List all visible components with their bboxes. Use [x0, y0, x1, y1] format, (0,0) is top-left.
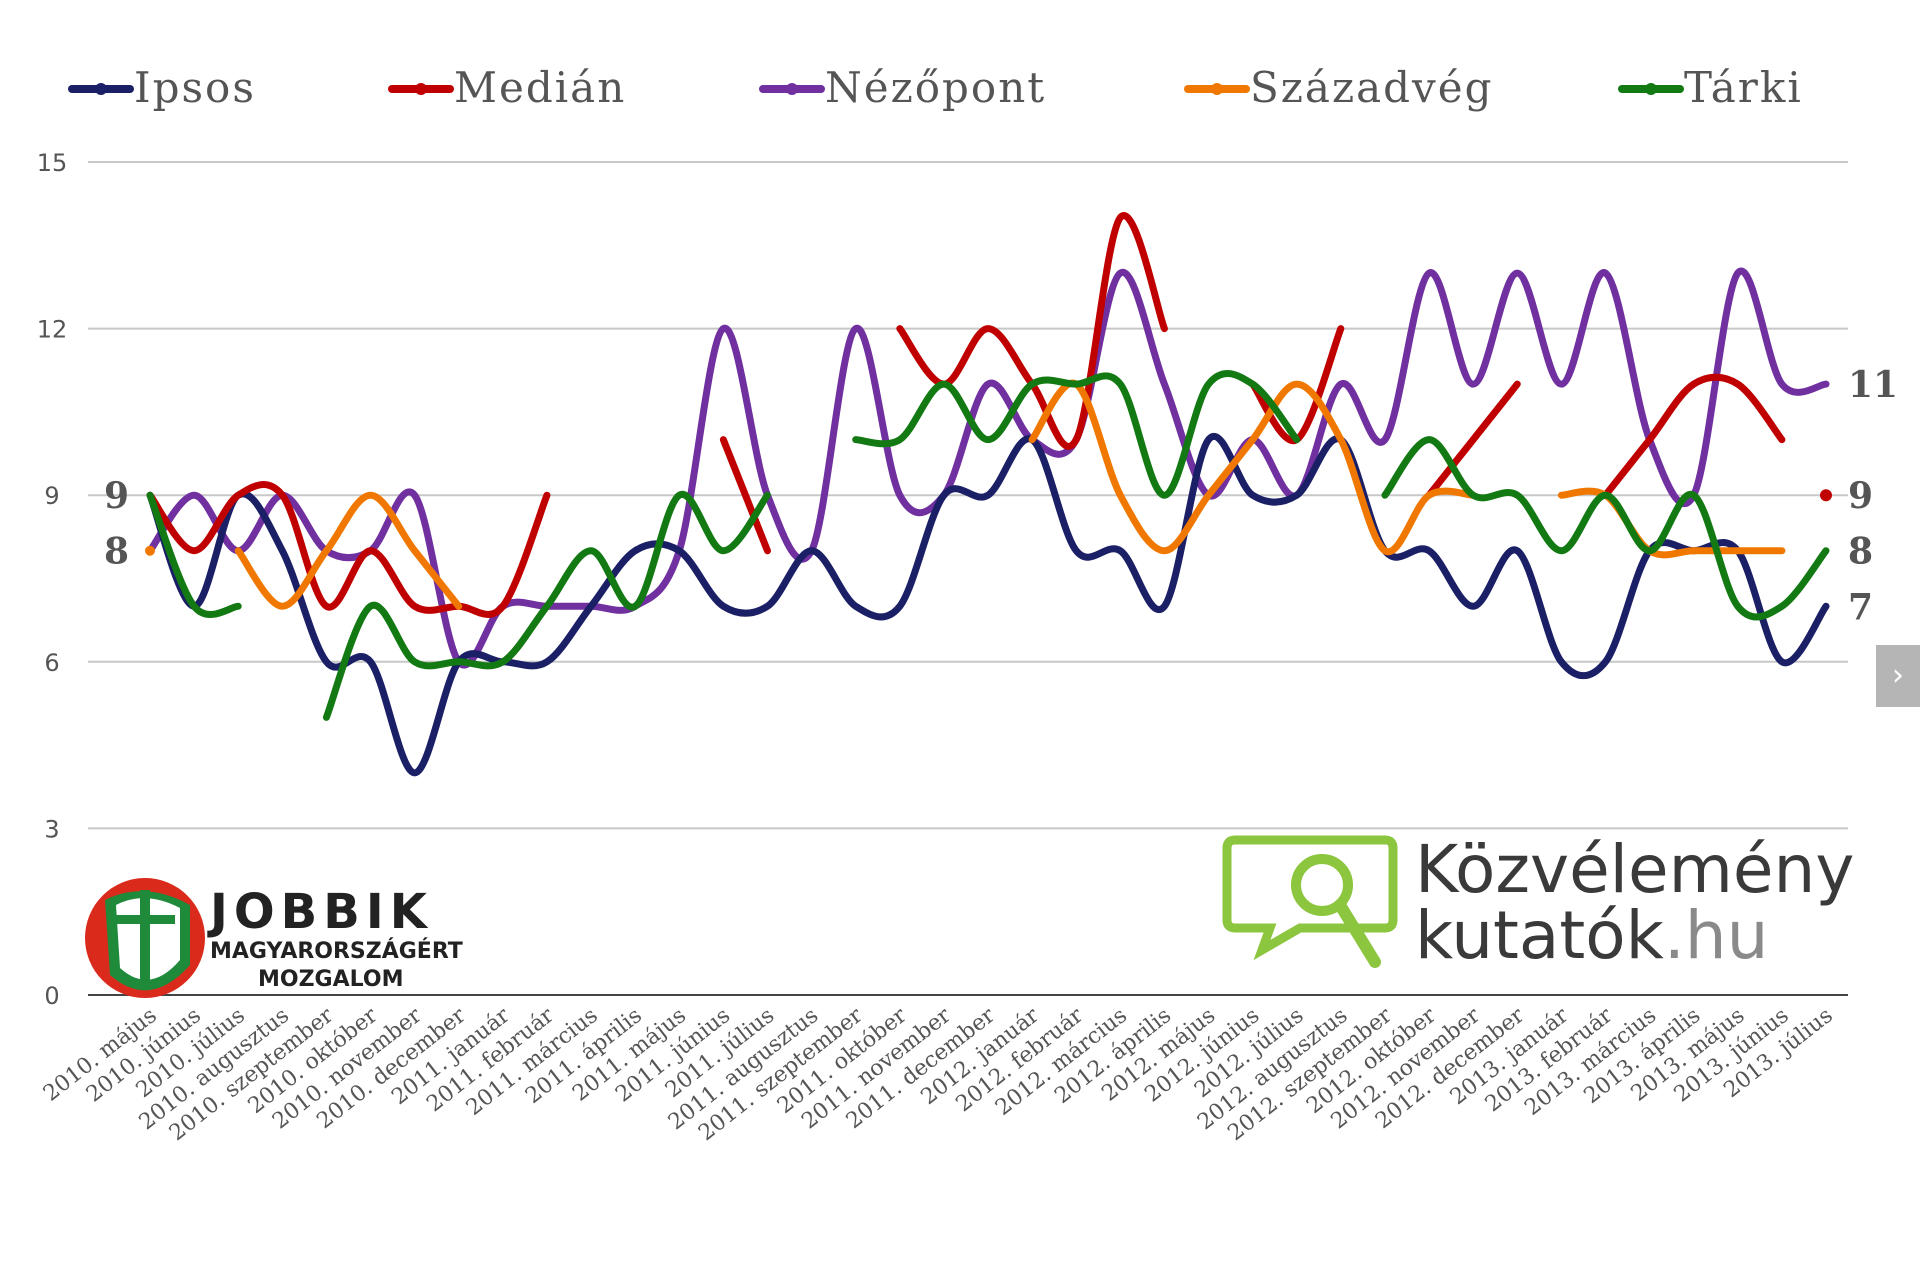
magnifier-icon [1291, 854, 1353, 916]
magnifier-handle [1334, 899, 1381, 968]
data-point [145, 545, 155, 556]
jobbik-subtitle-2: MOZGALOM [258, 967, 403, 992]
y-tick-label: 15 [37, 149, 68, 177]
end-label-Nézőpont: 11 [1848, 364, 1898, 406]
series-line [1381, 436, 1830, 621]
y-tick-label: 3 [44, 815, 59, 843]
jobbik-title: JOBBIK [207, 884, 433, 940]
legend-label: Századvég [1250, 63, 1493, 112]
jobbik-subtitle-1: MAGYARORSZÁGÉRT [210, 938, 463, 964]
series-line [322, 491, 771, 721]
chart-legend: Ipsos Medián Nézőpont Századvég Tárki [68, 63, 1803, 112]
series-line [146, 491, 242, 618]
speech-bubble-icon [1222, 835, 1398, 961]
kozvelemeny-text: Közvélemény [1415, 831, 1854, 908]
next-arrow-button[interactable]: › [1876, 645, 1920, 707]
y-tick-label: 0 [44, 982, 59, 1010]
legend-marker [95, 83, 107, 95]
legend-marker [1645, 83, 1657, 95]
y-axis-ticks: 0 3 6 9 12 15 [37, 149, 68, 1010]
jobbik-cross-vertical [140, 890, 150, 986]
series-Tárki [146, 370, 1830, 721]
start-label: 8 [104, 531, 129, 573]
end-label-Medián: 9 [1848, 475, 1873, 517]
y-tick-label: 6 [44, 649, 59, 677]
series-Ipsos [146, 433, 1830, 777]
jobbik-cross-horizontal [115, 915, 175, 924]
legend-label: Ipsos [134, 63, 256, 112]
series-Medián [146, 211, 1832, 618]
y-tick-label: 12 [37, 316, 68, 344]
series-line [234, 491, 463, 610]
legend-label: Medián [454, 63, 626, 112]
end-label-Századvég: 8 [1848, 531, 1873, 573]
legend-marker [786, 83, 798, 95]
legend-marker [415, 83, 427, 95]
series-line [146, 481, 551, 618]
y-tick-label: 9 [44, 482, 59, 510]
kozvelemeny-logo: Közvélemény kutatók.hu [1222, 831, 1854, 974]
end-label-Tárki: 8 [1848, 531, 1873, 573]
kutatok-word: kutatók [1415, 897, 1665, 974]
end-marker [1820, 489, 1832, 502]
legend-label: Tárki [1684, 63, 1803, 112]
start-label: 9 [104, 475, 129, 517]
start-labels: 98 [104, 475, 129, 573]
legend-label: Nézőpont [825, 63, 1046, 112]
series-line [896, 211, 1168, 450]
chart-series [145, 211, 1832, 777]
series-line [852, 370, 1301, 499]
series-line [1425, 380, 1521, 499]
hu-word: .hu [1664, 897, 1769, 974]
jobbik-logo: JOBBIK MAGYARORSZÁGÉRT MOZGALOM [85, 878, 463, 998]
series-line [1601, 373, 1786, 499]
series-line [1028, 379, 1477, 556]
series-line [146, 433, 1830, 777]
kutatok-text: kutatók.hu [1415, 897, 1768, 974]
end-label-Ipsos: 7 [1848, 586, 1873, 628]
series-line [719, 436, 771, 555]
legend-marker [1211, 83, 1223, 95]
